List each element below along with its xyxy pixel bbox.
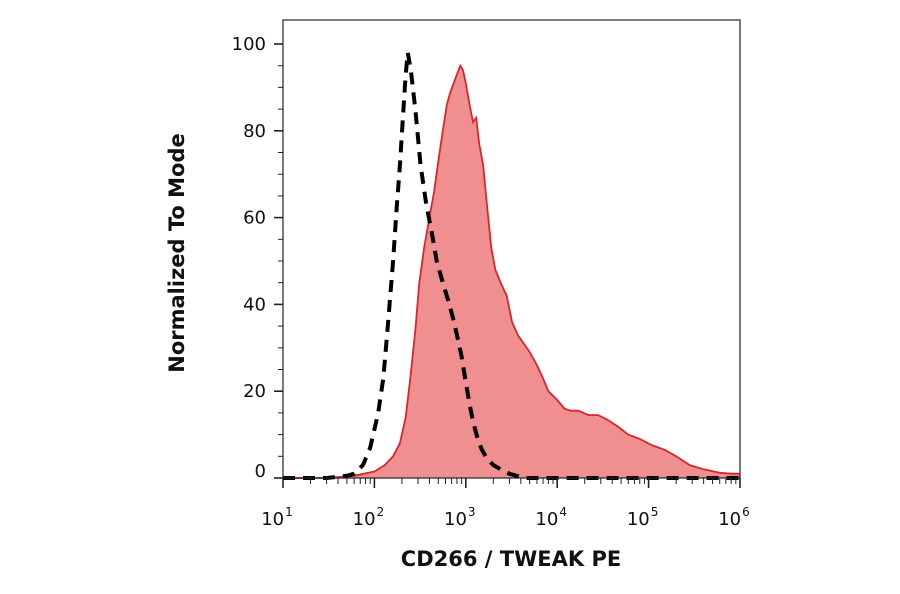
y-tick-label: 20 bbox=[243, 381, 266, 402]
x-tick-label: 106 bbox=[718, 505, 750, 530]
series-filled-area bbox=[283, 65, 740, 478]
y-tick-label: 100 bbox=[232, 34, 266, 55]
y-tick-label: 0 bbox=[255, 461, 266, 482]
x-axis-title: CD266 / TWEAK PE bbox=[401, 547, 621, 571]
y-axis: 0 20 40 60 80 100 bbox=[232, 34, 283, 482]
x-axis: 101 102 103 104 105 106 bbox=[261, 478, 750, 530]
x-tick-label: 105 bbox=[627, 505, 659, 530]
y-axis-title: Normalized To Mode bbox=[165, 133, 189, 373]
y-tick-label: 40 bbox=[243, 294, 266, 315]
series-dashed-line bbox=[283, 52, 740, 480]
y-tick-label: 60 bbox=[243, 208, 266, 229]
x-tick-label: 102 bbox=[353, 505, 385, 530]
plot-frame bbox=[282, 19, 741, 479]
x-tick-label: 103 bbox=[444, 505, 476, 530]
plot-series bbox=[283, 52, 740, 480]
series-filled-outline bbox=[283, 63, 740, 479]
x-tick-label: 104 bbox=[535, 505, 567, 530]
y-tick-label: 80 bbox=[243, 121, 266, 142]
x-tick-label: 101 bbox=[261, 505, 293, 530]
